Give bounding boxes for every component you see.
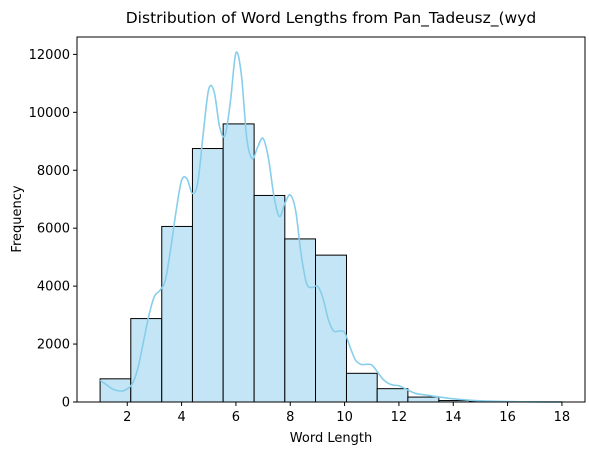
x-axis-label: Word Length [290, 431, 372, 446]
histogram-bar-4 [191, 148, 224, 403]
y-tick-label: 0 [62, 396, 70, 411]
histogram-bar-10 [376, 388, 409, 403]
histogram-bar-7 [284, 238, 317, 403]
x-tick-label: 14 [445, 410, 462, 425]
histogram-bar-6 [253, 194, 286, 403]
x-tick-label: 8 [286, 410, 294, 425]
x-tick-label: 10 [336, 410, 353, 425]
histogram-bar-8 [315, 254, 347, 403]
ticks-layer: 2 4 6 8 10 12 14 16 18 0 2000 4000 6000 8000 10000 1200… [29, 48, 571, 425]
kde-density-line [99, 51, 562, 403]
y-tick-label: 12000 [29, 48, 70, 63]
kde-layer [99, 51, 562, 403]
y-tick-label: 4000 [37, 280, 70, 295]
histogram-bar-3 [161, 225, 193, 403]
x-tick-label: 12 [391, 410, 408, 425]
histogram-bar-11 [407, 396, 440, 403]
axes-layer [76, 36, 586, 403]
histogram-bar-5 [222, 123, 255, 403]
bars-layer [99, 123, 563, 403]
x-tick-label: 18 [554, 410, 571, 425]
y-tick-label: 6000 [37, 222, 70, 237]
x-tick-label: 16 [499, 410, 516, 425]
histogram-bar-2 [130, 318, 163, 403]
x-tick-label: 6 [232, 410, 240, 425]
x-tick-label: 4 [177, 410, 185, 425]
y-tick-label: 8000 [37, 164, 70, 179]
x-tick-label: 2 [123, 410, 131, 425]
y-tick-label: 10000 [29, 106, 70, 121]
y-tick-label: 2000 [37, 338, 70, 353]
plot-area-frame [76, 36, 586, 403]
histogram-bar-9 [345, 372, 378, 403]
y-axis-label: Frequency [10, 185, 25, 252]
chart-title: Distribution of Word Lengths from Pan_Ta… [126, 9, 536, 28]
